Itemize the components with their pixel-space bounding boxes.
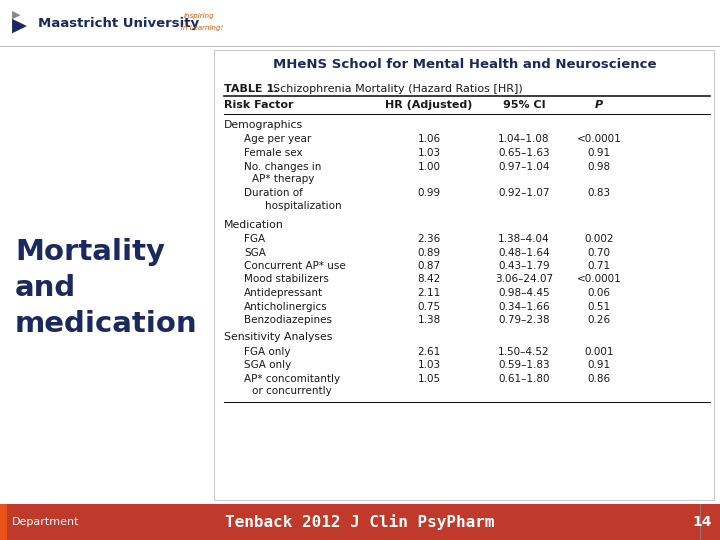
Text: Mortality: Mortality	[15, 238, 165, 266]
Text: Schizophrenia Mortality (Hazard Ratios [HR]): Schizophrenia Mortality (Hazard Ratios […	[266, 84, 523, 94]
Text: 1.06: 1.06	[418, 134, 441, 145]
Text: SGA: SGA	[244, 247, 266, 258]
Text: 2.61: 2.61	[418, 347, 441, 357]
Text: Anticholinergics: Anticholinergics	[244, 301, 328, 312]
Text: ▶: ▶	[12, 16, 27, 35]
Text: 0.89: 0.89	[418, 247, 441, 258]
Text: 0.83: 0.83	[588, 188, 611, 199]
Text: 0.75: 0.75	[418, 301, 441, 312]
Text: hospitalization: hospitalization	[252, 201, 341, 211]
Text: 95% CI: 95% CI	[503, 100, 545, 110]
Text: No. changes in: No. changes in	[244, 161, 321, 172]
Text: 1.38–4.04: 1.38–4.04	[498, 234, 550, 244]
Text: Antidepressant: Antidepressant	[244, 288, 323, 298]
Text: 0.34–1.66: 0.34–1.66	[498, 301, 550, 312]
Text: 0.70: 0.70	[588, 247, 611, 258]
Text: MHeNS School for Mental Health and Neuroscience: MHeNS School for Mental Health and Neuro…	[274, 57, 657, 71]
Bar	[0, 504, 7, 540]
Text: Age per year: Age per year	[244, 134, 311, 145]
Text: 0.99: 0.99	[418, 188, 441, 199]
Text: in Learning!: in Learning!	[181, 25, 223, 31]
Text: P: P	[595, 100, 603, 110]
Text: 1.03: 1.03	[418, 148, 441, 158]
Text: 1.03: 1.03	[418, 361, 441, 370]
Text: 2.36: 2.36	[418, 234, 441, 244]
Text: 1.05: 1.05	[418, 374, 441, 384]
Text: and: and	[15, 274, 76, 302]
Text: 0.002: 0.002	[584, 234, 613, 244]
Bar	[0, 504, 720, 540]
Text: Department: Department	[12, 517, 79, 527]
Text: 0.97–1.04: 0.97–1.04	[498, 161, 550, 172]
Text: SGA only: SGA only	[244, 361, 292, 370]
Text: Demographics: Demographics	[224, 120, 303, 130]
Text: 0.98–4.45: 0.98–4.45	[498, 288, 550, 298]
Text: 3.06–24.07: 3.06–24.07	[495, 274, 553, 285]
Text: 14: 14	[693, 515, 712, 529]
Text: Tenback 2012 J Clin PsyPharm: Tenback 2012 J Clin PsyPharm	[225, 514, 495, 530]
Text: 0.65–1.63: 0.65–1.63	[498, 148, 550, 158]
Text: Sensitivity Analyses: Sensitivity Analyses	[224, 333, 333, 342]
Text: <0.0001: <0.0001	[577, 134, 621, 145]
Text: 0.26: 0.26	[588, 315, 611, 325]
Text: 0.79–2.38: 0.79–2.38	[498, 315, 550, 325]
Text: Duration of: Duration of	[244, 188, 303, 199]
Text: <0.0001: <0.0001	[577, 274, 621, 285]
Text: Medication: Medication	[224, 219, 284, 230]
Text: 0.92–1.07: 0.92–1.07	[498, 188, 550, 199]
Text: FGA: FGA	[244, 234, 265, 244]
Text: Mood stabilizers: Mood stabilizers	[244, 274, 329, 285]
Text: 8.42: 8.42	[418, 274, 441, 285]
Text: AP* therapy: AP* therapy	[252, 174, 315, 184]
Text: ▶: ▶	[12, 10, 20, 20]
Text: 0.91: 0.91	[588, 361, 611, 370]
Text: 0.71: 0.71	[588, 261, 611, 271]
Text: TABLE 1.: TABLE 1.	[224, 84, 279, 94]
Text: 1.00: 1.00	[418, 161, 441, 172]
Text: 1.04–1.08: 1.04–1.08	[498, 134, 550, 145]
Text: Benzodiazepines: Benzodiazepines	[244, 315, 332, 325]
Text: Inspiring: Inspiring	[184, 13, 215, 19]
Text: medication: medication	[15, 310, 197, 339]
Text: 0.43–1.79: 0.43–1.79	[498, 261, 550, 271]
Text: Female sex: Female sex	[244, 148, 302, 158]
Text: 0.91: 0.91	[588, 148, 611, 158]
Text: 0.87: 0.87	[418, 261, 441, 271]
Text: FGA only: FGA only	[244, 347, 290, 357]
Text: Risk Factor: Risk Factor	[224, 100, 294, 110]
Text: HR (Adjusted): HR (Adjusted)	[385, 100, 473, 110]
Text: 0.06: 0.06	[588, 288, 611, 298]
Text: AP* concomitantly: AP* concomitantly	[244, 374, 340, 384]
Text: or concurrently: or concurrently	[252, 387, 332, 396]
Text: 1.50–4.52: 1.50–4.52	[498, 347, 550, 357]
Bar	[214, 50, 714, 500]
Text: 0.86: 0.86	[588, 374, 611, 384]
Bar	[0, 0, 720, 46]
Text: 0.001: 0.001	[584, 347, 613, 357]
Text: 0.59–1.83: 0.59–1.83	[498, 361, 550, 370]
Text: Maastricht University: Maastricht University	[38, 17, 199, 30]
Text: 0.51: 0.51	[588, 301, 611, 312]
Bar	[0, 46, 720, 504]
Text: 0.98: 0.98	[588, 161, 611, 172]
Text: 0.48–1.64: 0.48–1.64	[498, 247, 550, 258]
Text: 0.61–1.80: 0.61–1.80	[498, 374, 550, 384]
Text: 1.38: 1.38	[418, 315, 441, 325]
Text: Concurrent AP* use: Concurrent AP* use	[244, 261, 346, 271]
Text: 2.11: 2.11	[418, 288, 441, 298]
